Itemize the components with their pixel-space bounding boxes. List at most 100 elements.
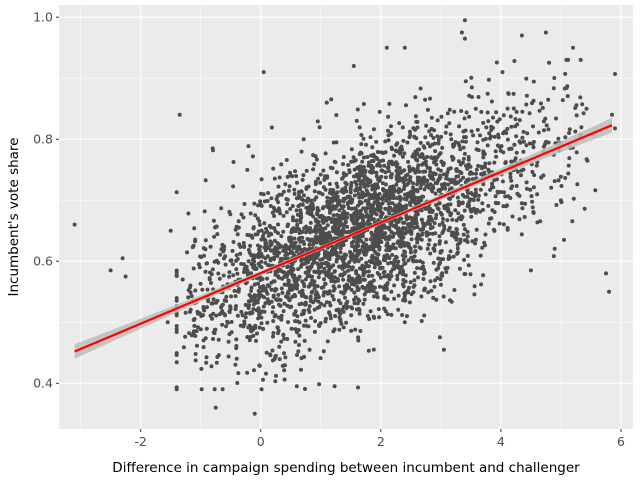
data-point: [352, 167, 357, 172]
data-point: [341, 199, 346, 204]
data-point: [517, 118, 522, 123]
data-point: [428, 96, 432, 101]
data-point: [347, 168, 352, 173]
data-point: [252, 259, 257, 264]
data-point: [481, 273, 486, 278]
data-point: [261, 377, 265, 382]
data-point: [387, 169, 391, 174]
data-point: [284, 210, 289, 215]
data-point: [340, 211, 345, 216]
data-point: [388, 131, 393, 136]
data-point: [326, 268, 331, 273]
data-point: [345, 299, 350, 304]
data-point: [277, 357, 282, 362]
data-point: [299, 197, 304, 202]
data-point: [298, 210, 303, 215]
data-point: [193, 239, 198, 244]
data-point: [462, 257, 467, 262]
data-point: [306, 196, 310, 201]
data-point: [551, 254, 556, 259]
data-point: [372, 240, 376, 245]
data-point: [385, 281, 390, 286]
data-point: [361, 102, 366, 106]
data-point: [286, 222, 291, 227]
data-point: [212, 234, 217, 239]
data-point: [371, 278, 376, 283]
data-point: [326, 201, 331, 205]
data-point: [290, 274, 295, 279]
data-point: [362, 193, 367, 198]
data-point: [256, 316, 261, 321]
data-point: [521, 129, 526, 134]
data-point: [515, 122, 520, 127]
data-point: [250, 154, 255, 159]
data-point: [549, 185, 554, 190]
data-point: [323, 151, 328, 156]
data-point: [398, 198, 403, 203]
data-point: [373, 187, 377, 192]
data-point: [258, 278, 263, 283]
data-point: [445, 265, 450, 270]
data-point: [422, 187, 427, 192]
data-point: [334, 308, 339, 313]
data-point: [353, 188, 358, 193]
data-point: [303, 277, 308, 282]
data-point: [355, 285, 360, 289]
data-point: [456, 159, 461, 164]
data-point: [571, 45, 575, 50]
data-point: [402, 168, 407, 173]
data-point: [355, 253, 360, 258]
data-point: [343, 185, 348, 190]
data-point: [413, 114, 418, 119]
data-point: [335, 242, 340, 247]
data-point: [336, 254, 341, 259]
data-point: [483, 232, 488, 237]
data-point: [532, 173, 537, 178]
data-point: [227, 332, 232, 337]
data-point: [295, 180, 299, 185]
data-point: [540, 105, 545, 110]
data-point: [440, 145, 445, 150]
data-point: [407, 129, 412, 134]
data-point: [216, 271, 221, 276]
data-point: [313, 296, 318, 301]
data-point: [215, 355, 220, 359]
data-point: [266, 263, 270, 268]
data-point: [337, 231, 342, 235]
data-point: [456, 211, 461, 216]
data-point: [442, 224, 447, 228]
data-point: [292, 278, 297, 283]
data-point: [341, 155, 346, 159]
data-point: [253, 298, 258, 303]
data-point: [249, 271, 254, 276]
data-point: [226, 354, 231, 359]
data-point: [207, 276, 212, 280]
data-point: [383, 182, 388, 187]
data-point: [285, 303, 290, 308]
data-point: [469, 214, 474, 219]
data-point: [442, 184, 447, 189]
data-point: [564, 86, 569, 90]
data-point: [345, 304, 350, 309]
data-point: [293, 284, 298, 289]
data-point: [383, 206, 388, 211]
data-point: [521, 167, 526, 172]
data-point: [519, 173, 523, 178]
data-point: [462, 151, 467, 156]
data-point: [227, 270, 232, 275]
data-point: [248, 334, 253, 339]
data-point: [216, 260, 221, 265]
data-point: [402, 220, 407, 225]
data-point: [456, 174, 461, 179]
data-point: [248, 211, 253, 216]
data-point: [373, 229, 378, 234]
data-point: [368, 244, 372, 249]
data-point: [509, 178, 514, 183]
data-point: [282, 351, 286, 356]
data-point: [365, 155, 370, 159]
data-point: [512, 142, 517, 147]
data-point: [433, 243, 438, 247]
data-point: [251, 302, 256, 307]
data-point: [283, 182, 288, 187]
data-point: [330, 294, 335, 298]
